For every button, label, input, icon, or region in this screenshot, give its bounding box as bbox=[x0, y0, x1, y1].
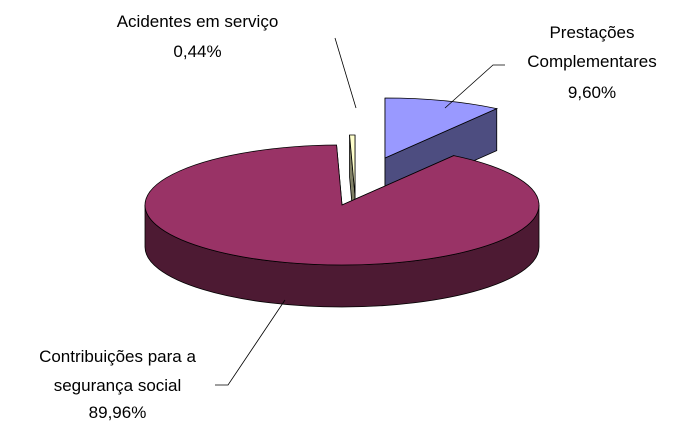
slice-value-label: 9,60% bbox=[567, 83, 617, 102]
slice-label: Contribuições para a segurança social bbox=[39, 347, 196, 395]
leader-line bbox=[444, 64, 505, 109]
slice bbox=[144, 144, 540, 266]
slice bbox=[384, 97, 499, 159]
slice-label: Prestações Complementares bbox=[527, 23, 657, 71]
slice-value-label: 0,44% bbox=[173, 42, 222, 61]
slice bbox=[349, 134, 356, 196]
leader-line bbox=[334, 37, 357, 109]
slice-value-label: 89,96% bbox=[88, 403, 147, 422]
leader-line bbox=[215, 299, 286, 386]
slice-label: Acidentes em serviço bbox=[116, 12, 279, 31]
